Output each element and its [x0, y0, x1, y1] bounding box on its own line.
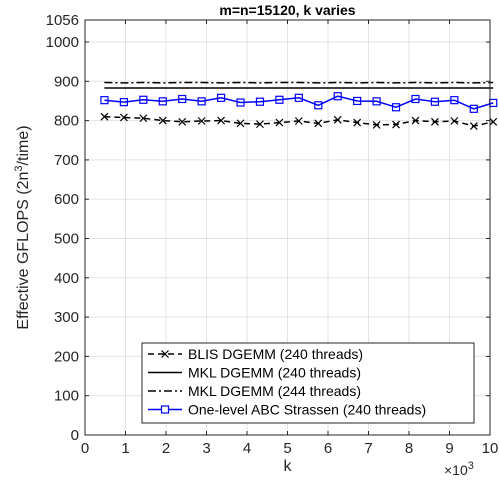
- ticks: [84, 19, 491, 436]
- legend-label: BLIS DGEMM (240 threads): [188, 346, 363, 362]
- data-point: [391, 103, 401, 112]
- legend-label: MKL DGEMM (240 threads): [188, 365, 361, 381]
- data-point: [450, 117, 459, 125]
- x-axis-exponent: ×103: [444, 460, 474, 478]
- y-axis-label-main: Effective GFLOPS (2n: [15, 172, 32, 330]
- legend-item: BLIS DGEMM (240 threads): [148, 346, 363, 362]
- data-point: [197, 117, 206, 125]
- legend-marker: [160, 405, 170, 414]
- x-tick-label: 4: [243, 440, 251, 457]
- legend-box: [141, 342, 475, 424]
- data-point: [353, 118, 362, 127]
- data-point: [372, 97, 381, 106]
- data-point: [353, 96, 362, 106]
- legend: BLIS DGEMM (240 threads) MKL DGEMM (240 t…: [141, 342, 475, 424]
- y-tick-label: 1056: [46, 12, 79, 29]
- y-tick-label: 1000: [46, 34, 79, 51]
- x-axis-exponent-base: ×10: [444, 462, 468, 478]
- x-tick-label: 3: [202, 440, 210, 457]
- x-axis-exponent-power: 3: [468, 460, 474, 472]
- x-tick-label: 7: [364, 440, 372, 457]
- data-point: [275, 95, 284, 104]
- data-point: [158, 97, 167, 106]
- data-point: [314, 119, 323, 128]
- series-line: [104, 95, 494, 110]
- y-tick-label: 700: [54, 152, 79, 169]
- data-point: [139, 114, 148, 123]
- y-tick-label: 600: [54, 191, 79, 208]
- data-point: [469, 104, 478, 113]
- series-0: [100, 112, 498, 131]
- y-axis-label-sup: 3: [13, 165, 25, 171]
- data-point: [119, 98, 128, 107]
- data-point: [333, 92, 342, 101]
- data-point: [294, 93, 303, 102]
- data-point: [372, 121, 381, 129]
- legend-item: One-level ABC Strassen (240 threads): [148, 402, 426, 418]
- data-point: [236, 98, 245, 107]
- data-point: [450, 96, 459, 105]
- legend-label: MKL DGEMM (244 threads): [188, 383, 361, 399]
- legend-label: One-level ABC Strassen (240 threads): [188, 402, 426, 418]
- x-tick-label: 5: [283, 440, 291, 457]
- y-tick-label: 800: [54, 113, 79, 130]
- data-point: [119, 113, 128, 122]
- legend-marker: [161, 350, 169, 358]
- data-point: [294, 117, 303, 125]
- x-tick-label: 0: [81, 440, 89, 457]
- data-point: [489, 117, 498, 126]
- x-tick-label: 10: [482, 440, 499, 457]
- legend-item: MKL DGEMM (240 threads): [148, 365, 361, 381]
- x-tick-label: 6: [324, 440, 332, 457]
- data-point: [217, 116, 226, 125]
- data-point: [216, 93, 226, 102]
- data-point: [411, 116, 420, 125]
- data-point: [178, 94, 187, 104]
- data-point: [411, 94, 420, 104]
- data-point: [469, 122, 478, 131]
- y-tick-label: 900: [54, 73, 79, 90]
- series-layer: [100, 81, 498, 131]
- data-point: [256, 120, 264, 129]
- data-point: [392, 120, 400, 129]
- y-tick-label: 300: [54, 309, 79, 326]
- y-axis-label-tail: /time): [15, 125, 32, 165]
- x-axis-label: k: [284, 458, 293, 475]
- data-point: [275, 118, 284, 127]
- data-point: [100, 96, 109, 105]
- series-3: [100, 92, 498, 113]
- chart-title: m=n=15120, k varies: [219, 2, 355, 18]
- data-point: [100, 112, 109, 121]
- x-tick-label: 2: [162, 440, 170, 457]
- data-point: [236, 119, 245, 128]
- y-tick-label: 400: [54, 270, 79, 287]
- y-tick-label: 100: [54, 388, 79, 405]
- data-point: [139, 95, 148, 104]
- data-point: [430, 117, 439, 126]
- data-point: [314, 101, 323, 110]
- data-point: [255, 97, 265, 106]
- tick-labels: 0 1 2 3 4 5 6 7 8 9 100100200300400500600700800900…: [46, 12, 499, 457]
- data-point: [178, 117, 187, 126]
- x-tick-label: 1: [121, 440, 129, 457]
- x-tick-label: 8: [405, 440, 413, 457]
- legend-item: MKL DGEMM (244 threads): [148, 383, 361, 399]
- y-tick-label: 500: [54, 231, 79, 248]
- data-point: [158, 116, 167, 125]
- y-tick-label: 0: [71, 427, 79, 444]
- data-point: [333, 115, 342, 124]
- y-axis-label: Effective GFLOPS (2n3/time): [13, 125, 32, 329]
- data-point: [430, 97, 440, 106]
- data-point: [197, 97, 206, 106]
- x-tick-label: 9: [445, 440, 453, 457]
- y-tick-label: 200: [54, 348, 79, 365]
